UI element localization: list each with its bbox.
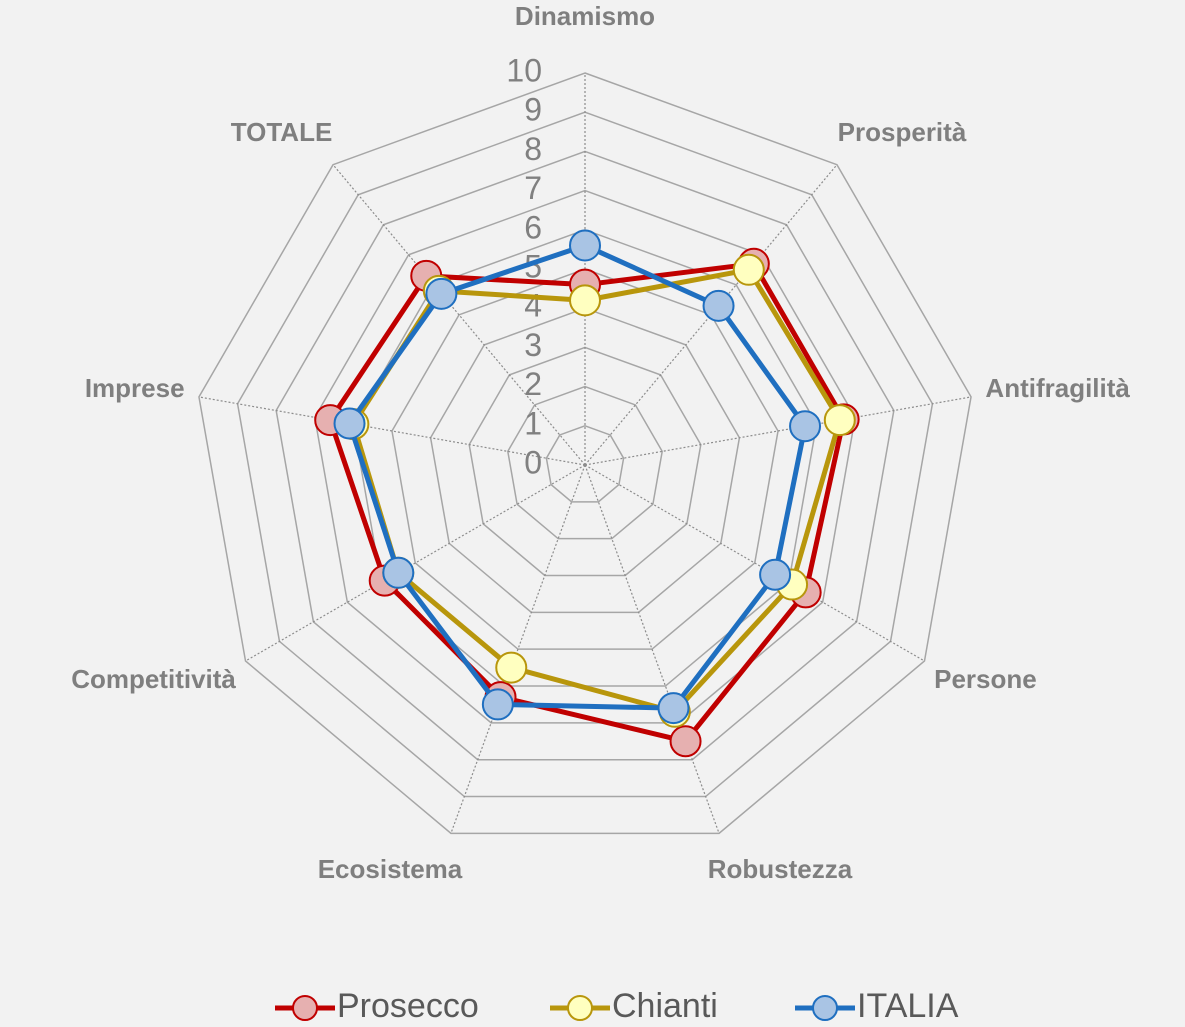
spoke: [584, 396, 972, 466]
grid-line: [236, 111, 934, 798]
axis-label: Competitività: [71, 664, 236, 694]
grid-line: [198, 72, 972, 835]
y-tick-label: 5: [524, 248, 542, 284]
spoke: [198, 396, 586, 466]
marker: [425, 277, 458, 310]
spoke: [584, 464, 925, 662]
y-tick-label: 10: [506, 52, 542, 88]
y-tick-label: 7: [524, 170, 542, 206]
axis-label: Persone: [934, 664, 1037, 694]
marker: [495, 651, 528, 684]
marker: [669, 725, 702, 758]
spoke: [450, 464, 586, 834]
axis-label: TOTALE: [231, 117, 333, 147]
spoke: [584, 464, 720, 834]
grid-line: [391, 268, 779, 650]
series-line: [347, 242, 808, 711]
y-tick-label: 9: [524, 92, 542, 128]
axis-label: Imprese: [85, 373, 185, 403]
marker: [732, 253, 765, 286]
y-tick-label: 4: [524, 288, 542, 324]
legend-marker: [292, 995, 318, 1021]
grid-line: [545, 425, 625, 503]
marker: [333, 407, 366, 440]
y-tick-label: 8: [524, 131, 542, 167]
grid-line: [507, 385, 663, 540]
marker: [823, 404, 856, 437]
marker: [702, 289, 735, 322]
grid-line: [468, 346, 702, 577]
legend-marker: [812, 995, 838, 1021]
y-tick-label: 1: [524, 405, 542, 441]
axis-label: Dinamismo: [515, 1, 655, 31]
y-tick-label: 2: [524, 366, 542, 402]
series-line: [327, 261, 847, 744]
marker: [569, 284, 601, 317]
marker: [789, 410, 822, 443]
axis-label: Prosperità: [838, 117, 967, 147]
y-tick-label: 6: [524, 209, 542, 245]
grid-line: [275, 150, 895, 761]
legend-label: Prosecco: [337, 987, 479, 1025]
y-tick-label: 0: [524, 444, 542, 480]
spoke: [332, 164, 586, 466]
axis-label: Antifragilità: [985, 373, 1130, 403]
spoke: [245, 464, 586, 662]
marker: [481, 688, 514, 721]
axis-label: Ecosistema: [318, 854, 463, 884]
legend-marker: [567, 995, 593, 1021]
axis-label: Robustezza: [708, 854, 853, 884]
marker: [657, 692, 690, 725]
legend-label: Chianti: [612, 987, 718, 1025]
marker: [382, 556, 415, 589]
marker: [759, 558, 792, 591]
y-tick-label: 3: [524, 327, 542, 363]
grid-line: [313, 189, 857, 724]
grid-line: [429, 307, 741, 614]
marker: [569, 229, 601, 262]
legend-label: ITALIA: [857, 987, 959, 1025]
